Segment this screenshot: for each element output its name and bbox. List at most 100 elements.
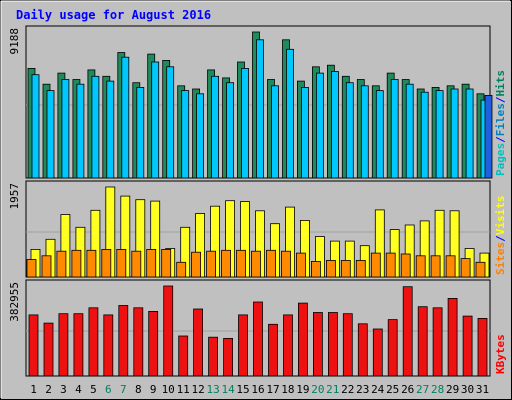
bar-sites-7 (116, 248, 127, 278)
legend-entry: Visits (494, 196, 507, 236)
bar-kbytes-16 (253, 301, 263, 377)
series-hits (27, 31, 485, 179)
bar-files-13 (211, 75, 220, 179)
bar-sites-5 (86, 249, 97, 278)
y-max-label: 1957 (8, 183, 21, 210)
bar-files-3 (61, 79, 70, 179)
x-tick-label-13: 13 (206, 383, 219, 396)
bar-kbytes-4 (73, 313, 84, 377)
bar-files-6 (106, 80, 115, 179)
x-tick-label-7: 7 (120, 383, 127, 396)
y-max-label: 382955 (8, 282, 21, 322)
bar-sites-15 (236, 249, 246, 278)
bar-files-22 (345, 82, 354, 179)
x-tick-label-11: 11 (177, 383, 190, 396)
x-axis-labels: 1 2 3 4 5 6 7 8 9 10 11 12 13 14 15 16 17 18 19 20 21 22 23 24 2… (30, 383, 489, 396)
bar-kbytes-25 (387, 319, 398, 377)
bar-sites-20 (310, 260, 321, 278)
x-tick-label-14: 14 (221, 383, 235, 396)
bar-sites-10 (161, 248, 172, 278)
x-tick-label-17: 17 (266, 383, 279, 396)
bar-sites-29 (445, 255, 456, 278)
bar-sites-3 (56, 250, 67, 278)
bar-files-23 (360, 85, 369, 179)
bar-kbytes-13 (208, 336, 219, 377)
bar-files-30 (465, 88, 474, 179)
x-tick-label-15: 15 (236, 383, 249, 396)
bar-sites-21 (325, 259, 336, 278)
bar-files-16 (256, 39, 264, 179)
bar-files-29 (450, 88, 459, 179)
bar-files-17 (271, 85, 279, 179)
x-tick-label-6: 6 (105, 383, 112, 396)
legend-entry: Sites (494, 242, 507, 275)
bar-files-20 (315, 72, 324, 179)
bar-files-7 (121, 56, 130, 179)
bar-kbytes-14 (223, 337, 234, 377)
bar-kbytes-8 (133, 307, 144, 377)
bar-kbytes-19 (297, 302, 308, 377)
bar-sites-8 (131, 250, 142, 278)
x-tick-label-20: 20 (311, 383, 324, 396)
y-max-label: 9188 (8, 28, 21, 55)
bar-sites-28 (430, 255, 441, 278)
panel-visits-sites: 1957 Sites/Visits (8, 180, 507, 278)
bar-kbytes-23 (357, 323, 368, 377)
bar-kbytes-31 (477, 317, 488, 377)
x-tick-label-30: 30 (461, 383, 474, 396)
bar-files-19 (300, 87, 309, 179)
bar-files-2 (46, 90, 55, 179)
bar-files-9 (151, 61, 160, 179)
bar-sites-27 (415, 255, 426, 278)
x-tick-label-24: 24 (371, 383, 385, 396)
bar-files-4 (76, 83, 85, 179)
bar-sites-11 (176, 261, 187, 278)
bar-files-15 (241, 68, 249, 179)
bar-files-12 (196, 93, 205, 179)
bar-pages-31 (484, 95, 493, 179)
bar-kbytes-15 (238, 314, 248, 377)
series-kbytes (28, 285, 488, 377)
bar-kbytes-3 (58, 313, 69, 377)
legend-entry: / (494, 235, 507, 242)
x-tick-label-16: 16 (251, 383, 264, 396)
x-tick-label-4: 4 (75, 383, 82, 396)
bar-files-28 (435, 90, 444, 179)
bar-files-11 (181, 90, 190, 179)
bar-kbytes-28 (432, 307, 443, 377)
bar-kbytes-1 (28, 314, 39, 377)
legend-entry: Files (494, 103, 507, 136)
legend-entry: Pages (494, 143, 507, 176)
x-tick-label-8: 8 (135, 383, 142, 396)
bar-kbytes-30 (462, 315, 473, 377)
x-tick-label-9: 9 (150, 383, 157, 396)
bar-files-26 (405, 83, 414, 179)
panel-kbytes: 382955 KBytes (8, 279, 507, 377)
legend-hits-files-pages: Pages/Files/Hits (494, 70, 507, 176)
bar-files-27 (420, 91, 429, 179)
legend-entry: / (494, 96, 507, 103)
bar-sites-9 (146, 248, 157, 278)
x-tick-label-29: 29 (446, 383, 459, 396)
bar-kbytes-12 (193, 308, 204, 377)
x-tick-label-22: 22 (341, 383, 354, 396)
bar-sites-18 (281, 250, 291, 278)
series-sites (26, 248, 486, 278)
bar-files-14 (226, 82, 235, 179)
x-tick-label-26: 26 (401, 383, 414, 396)
bar-kbytes-29 (447, 297, 458, 377)
bar-sites-1 (26, 259, 37, 278)
bar-files-18 (286, 48, 294, 179)
bar-sites-16 (251, 250, 261, 278)
x-tick-label-23: 23 (356, 383, 369, 396)
bar-kbytes-22 (342, 313, 353, 377)
bar-sites-23 (355, 259, 366, 278)
bar-kbytes-27 (417, 306, 428, 377)
series-files (31, 39, 489, 179)
chart-title: Daily usage for August 2016 (16, 8, 211, 22)
bar-kbytes-24 (372, 328, 383, 377)
legend-entry: KBytes (494, 334, 507, 374)
x-tick-label-2: 2 (45, 383, 52, 396)
bar-files-8 (136, 87, 145, 179)
